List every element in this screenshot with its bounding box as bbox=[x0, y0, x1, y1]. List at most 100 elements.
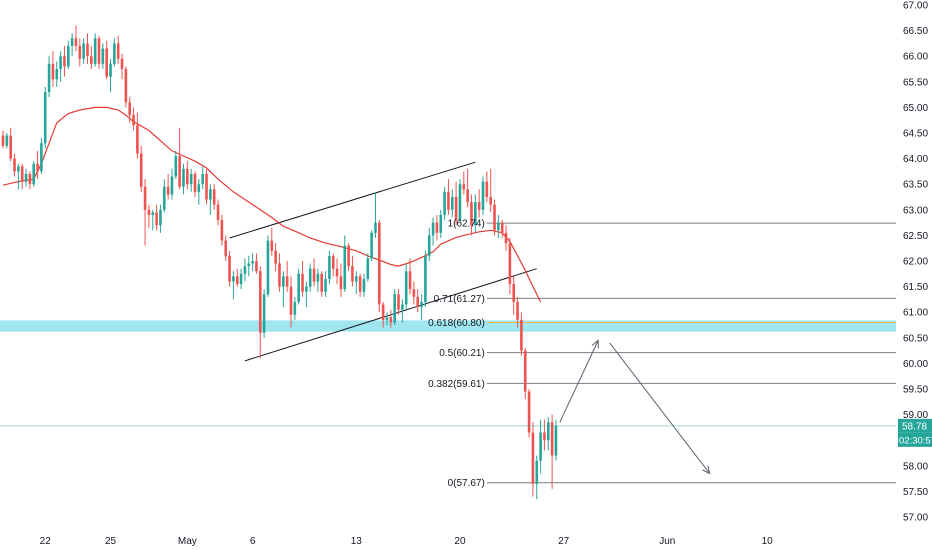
candle-body bbox=[63, 56, 66, 67]
candle-body bbox=[59, 56, 62, 69]
projection-arrow bbox=[609, 342, 711, 475]
candle bbox=[51, 51, 55, 87]
candle bbox=[424, 250, 427, 308]
candle-body bbox=[1, 135, 5, 146]
candle-body bbox=[32, 163, 36, 185]
candle bbox=[66, 40, 70, 69]
candle bbox=[174, 150, 178, 180]
y-axis-tick-label: 64.50 bbox=[903, 129, 928, 140]
candle bbox=[493, 199, 496, 236]
arrow-head bbox=[702, 465, 711, 475]
candle bbox=[416, 289, 420, 313]
candle-body bbox=[289, 286, 293, 315]
candle-body bbox=[282, 276, 285, 287]
candle bbox=[481, 176, 485, 215]
candle bbox=[197, 179, 201, 205]
fib-level-label: 0.618(60.80) bbox=[428, 318, 485, 329]
candle bbox=[82, 38, 85, 64]
candle bbox=[378, 220, 381, 313]
candle bbox=[520, 312, 523, 356]
candle-body bbox=[24, 173, 28, 182]
candle-body bbox=[82, 43, 85, 59]
candle-body bbox=[381, 304, 385, 320]
candle bbox=[235, 268, 239, 287]
candle-body bbox=[143, 186, 147, 210]
candle-body bbox=[220, 220, 224, 241]
candle-body bbox=[447, 191, 450, 210]
candle-body bbox=[109, 63, 112, 77]
candle bbox=[78, 38, 82, 67]
candle-body bbox=[493, 204, 496, 231]
candle-body bbox=[374, 222, 377, 233]
candle-body bbox=[420, 301, 423, 308]
candle bbox=[282, 271, 285, 308]
candle bbox=[270, 227, 274, 256]
candle-body bbox=[443, 191, 446, 215]
candle-body bbox=[132, 115, 135, 126]
candle-body bbox=[424, 255, 427, 302]
candle bbox=[151, 209, 155, 231]
candle-body bbox=[13, 158, 16, 172]
candle bbox=[320, 271, 324, 297]
candle-body bbox=[162, 186, 166, 210]
candle-body bbox=[274, 250, 277, 264]
candle bbox=[224, 235, 228, 261]
candle bbox=[500, 220, 504, 238]
candle bbox=[393, 289, 396, 325]
candle bbox=[389, 309, 393, 328]
candle-body bbox=[347, 245, 350, 267]
candle bbox=[474, 194, 477, 233]
candle-body bbox=[224, 240, 228, 256]
candle-body bbox=[366, 258, 370, 279]
candle-body bbox=[378, 222, 381, 305]
candle bbox=[20, 163, 24, 190]
candle bbox=[124, 66, 128, 108]
candle-body bbox=[324, 278, 327, 292]
candle-body bbox=[232, 276, 235, 282]
candle bbox=[301, 261, 304, 297]
candle bbox=[182, 163, 185, 195]
arrow-head bbox=[591, 339, 599, 349]
candle bbox=[312, 258, 316, 287]
candle bbox=[193, 171, 197, 197]
candle-body bbox=[431, 222, 435, 236]
x-axis-tick-label: 6 bbox=[250, 536, 256, 547]
candle-body bbox=[166, 186, 170, 195]
fib-level-label: 1(62.74) bbox=[448, 219, 485, 230]
candle-body bbox=[70, 38, 74, 46]
candle-body bbox=[305, 286, 308, 292]
y-axis-tick-label: 66.50 bbox=[903, 26, 928, 37]
candle-body bbox=[308, 268, 312, 287]
candle-body bbox=[193, 173, 197, 192]
candle-body bbox=[235, 276, 239, 285]
candle-body bbox=[462, 184, 466, 190]
candle-body bbox=[243, 266, 247, 274]
candle-body bbox=[209, 189, 212, 200]
arrow-shaft bbox=[609, 342, 710, 474]
candle-body bbox=[516, 301, 519, 320]
candle-body bbox=[262, 294, 266, 333]
x-axis-tick-label: 10 bbox=[762, 536, 774, 547]
candle bbox=[220, 214, 224, 246]
candle bbox=[120, 53, 124, 80]
candle-body bbox=[312, 268, 316, 282]
x-axis-tick-label: 22 bbox=[40, 536, 52, 547]
candle bbox=[316, 268, 320, 292]
candle bbox=[166, 173, 170, 200]
y-axis-tick-label: 58.00 bbox=[903, 461, 928, 472]
candle bbox=[32, 161, 36, 187]
candle-body bbox=[147, 209, 151, 215]
x-axis-tick-label: 20 bbox=[454, 536, 466, 547]
candle bbox=[543, 419, 546, 451]
candle-body bbox=[36, 163, 39, 172]
candle bbox=[527, 389, 531, 438]
candle bbox=[90, 45, 93, 69]
candle bbox=[331, 253, 335, 277]
candle bbox=[162, 179, 166, 213]
candle-body bbox=[531, 432, 535, 484]
candle bbox=[159, 204, 162, 233]
candle-body bbox=[40, 143, 43, 172]
candle-body bbox=[320, 273, 324, 292]
candle bbox=[258, 266, 262, 359]
